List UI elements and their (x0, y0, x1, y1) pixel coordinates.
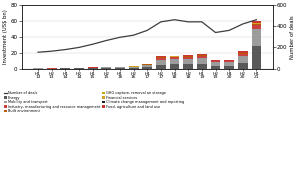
Bar (183, 64, 193, 69)
Y-axis label: Number of deals: Number of deals (290, 15, 295, 59)
Bar (238, 51, 248, 53)
Bar (224, 62, 234, 66)
Bar (142, 64, 152, 65)
Bar (238, 54, 248, 56)
Bar (88, 68, 97, 69)
Bar (183, 59, 193, 64)
Bar (74, 68, 84, 69)
Bar (101, 67, 111, 68)
Bar (156, 60, 166, 65)
Bar (197, 58, 207, 64)
Bar (183, 55, 193, 56)
Bar (238, 63, 248, 69)
Bar (115, 67, 125, 68)
Bar (170, 55, 179, 56)
Bar (156, 58, 166, 60)
Bar (252, 24, 261, 25)
Bar (142, 65, 152, 67)
Bar (224, 66, 234, 69)
Bar (156, 65, 166, 69)
Legend: Number of deals, Energy, Mobility and transport, Industry, manufacturing and res: Number of deals, Energy, Mobility and tr… (3, 91, 184, 114)
Bar (170, 57, 179, 59)
Bar (252, 46, 261, 69)
Bar (183, 57, 193, 59)
Y-axis label: Investment (US$ bn): Investment (US$ bn) (3, 9, 8, 64)
Bar (197, 55, 207, 56)
Bar (224, 60, 234, 61)
Bar (197, 56, 207, 58)
Bar (101, 68, 111, 69)
Bar (142, 67, 152, 69)
Bar (197, 54, 207, 55)
Bar (197, 64, 207, 69)
Bar (252, 25, 261, 29)
Bar (170, 59, 179, 64)
Bar (211, 60, 221, 61)
Bar (224, 61, 234, 62)
Bar (211, 62, 221, 66)
Bar (129, 68, 139, 69)
Bar (211, 61, 221, 62)
Bar (115, 68, 125, 69)
Bar (183, 56, 193, 57)
Bar (252, 21, 261, 23)
Bar (211, 66, 221, 69)
Bar (60, 68, 70, 69)
Bar (238, 53, 248, 54)
Bar (252, 29, 261, 46)
Bar (170, 64, 179, 69)
Bar (129, 67, 139, 68)
Bar (238, 56, 248, 63)
Bar (252, 23, 261, 24)
Bar (156, 57, 166, 58)
